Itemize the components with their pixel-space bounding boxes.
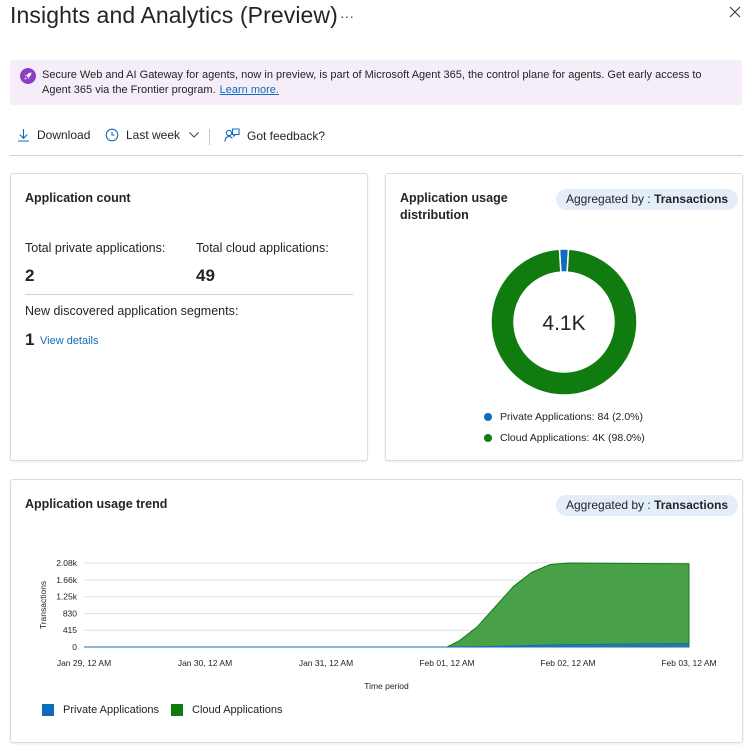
- x-axis-title: Time period: [364, 681, 409, 691]
- area-private-applications[interactable]: [84, 643, 690, 648]
- rocket-icon: [20, 68, 36, 84]
- banner-message: Secure Web and AI Gateway for agents, no…: [42, 68, 732, 98]
- card-title: Application count: [25, 191, 131, 205]
- banner-text: Secure Web and AI Gateway for agents, no…: [42, 69, 702, 96]
- segments-value: 1: [25, 330, 35, 349]
- download-icon: [18, 129, 29, 142]
- x-tick-label: Jan 31, 12 AM: [299, 658, 353, 668]
- clock-icon: [105, 128, 119, 142]
- cloud-apps-value: 49: [196, 266, 215, 285]
- feedback-icon: [224, 128, 240, 142]
- download-label: Download: [37, 128, 91, 142]
- usage-trend-chart: 0 415 830 1.25k 1.66k 2.08k Jan 29, 12 AM Jan …: [38, 558, 717, 691]
- x-tick-label: Feb 01, 12 AM: [419, 658, 474, 668]
- segments-label: New discovered application segments:: [25, 304, 239, 318]
- private-apps-label: Total private applications:: [25, 241, 166, 255]
- chevron-down-icon: [189, 132, 199, 138]
- legend-cloud-applications[interactable]: Cloud Applications: [171, 704, 283, 716]
- view-details-link[interactable]: View details: [40, 335, 99, 347]
- legend-private-applications[interactable]: Private Applications: [42, 704, 159, 716]
- aggregation-value: Transactions: [654, 498, 729, 512]
- close-icon[interactable]: [727, 4, 743, 20]
- y-tick-label: 1.25k: [56, 592, 78, 602]
- card-title: Application usage distribution: [400, 191, 508, 222]
- feedback-label: Got feedback?: [247, 128, 326, 143]
- cloud-apps-label: Total cloud applications:: [196, 241, 329, 255]
- legend-cloud-label: Cloud Applications: [192, 704, 283, 716]
- private-legend-dot: [484, 413, 492, 421]
- legend-private: Private Applications: 84 (2.0%): [484, 411, 643, 423]
- learn-more-link[interactable]: Learn more.: [219, 84, 279, 96]
- aggregation-selector[interactable]: Aggregated by : Transactions: [556, 495, 739, 516]
- y-tick-label: 830: [63, 608, 77, 618]
- toolbar: Download Last week Got feedback?: [10, 125, 743, 156]
- more-options-button[interactable]: ···: [340, 8, 354, 24]
- usage-distribution-card: Application usage distribution Aggregate…: [385, 173, 743, 461]
- time-range-label: Last week: [126, 128, 181, 142]
- usage-donut-chart: 4.1K: [490, 248, 638, 396]
- area-cloud-applications[interactable]: [84, 562, 690, 648]
- y-tick-label: 0: [72, 642, 77, 652]
- page-title: Insights and Analytics (Preview): [10, 2, 338, 28]
- cloud-legend-dot: [484, 434, 492, 442]
- toolbar-divider: [209, 129, 210, 145]
- aggregation-value: Transactions: [654, 192, 729, 206]
- download-button[interactable]: Download: [17, 128, 90, 142]
- application-count-card: Application count Total private applicat…: [10, 173, 368, 461]
- card-title: Application usage trend: [25, 497, 168, 511]
- legend-private-label: Private Applications: 84 (2.0%): [500, 411, 643, 423]
- donut-slice-cloud-applications[interactable]: [490, 248, 638, 396]
- x-tick-label: Feb 03, 12 AM: [661, 658, 716, 668]
- private-apps-value: 2: [25, 266, 35, 285]
- aggregation-prefix: Aggregated by :: [566, 498, 655, 512]
- cloud-legend-swatch: [171, 704, 183, 716]
- info-banner: Secure Web and AI Gateway for agents, no…: [10, 60, 742, 105]
- legend-cloud: Cloud Applications: 4K (98.0%): [484, 432, 645, 444]
- feedback-button[interactable]: Got feedback?: [224, 128, 325, 143]
- divider: [25, 294, 353, 295]
- y-tick-label: 2.08k: [56, 558, 78, 568]
- y-axis-title: Transactions: [38, 581, 48, 629]
- private-legend-swatch: [42, 704, 54, 716]
- time-range-dropdown[interactable]: Last week: [105, 128, 200, 142]
- x-tick-label: Jan 29, 12 AM: [57, 658, 111, 668]
- legend-cloud-label: Cloud Applications: 4K (98.0%): [500, 432, 645, 444]
- x-tick-label: Jan 30, 12 AM: [178, 658, 232, 668]
- y-tick-label: 1.66k: [56, 575, 78, 585]
- legend-private-label: Private Applications: [63, 704, 159, 716]
- aggregation-selector[interactable]: Aggregated by : Transactions: [556, 189, 739, 210]
- aggregation-prefix: Aggregated by :: [566, 192, 655, 206]
- donut-center-value: 4.1K: [542, 312, 585, 335]
- x-tick-label: Feb 02, 12 AM: [540, 658, 595, 668]
- y-tick-label: 415: [63, 625, 77, 635]
- usage-trend-card: Application usage trend Aggregated by : …: [10, 479, 743, 743]
